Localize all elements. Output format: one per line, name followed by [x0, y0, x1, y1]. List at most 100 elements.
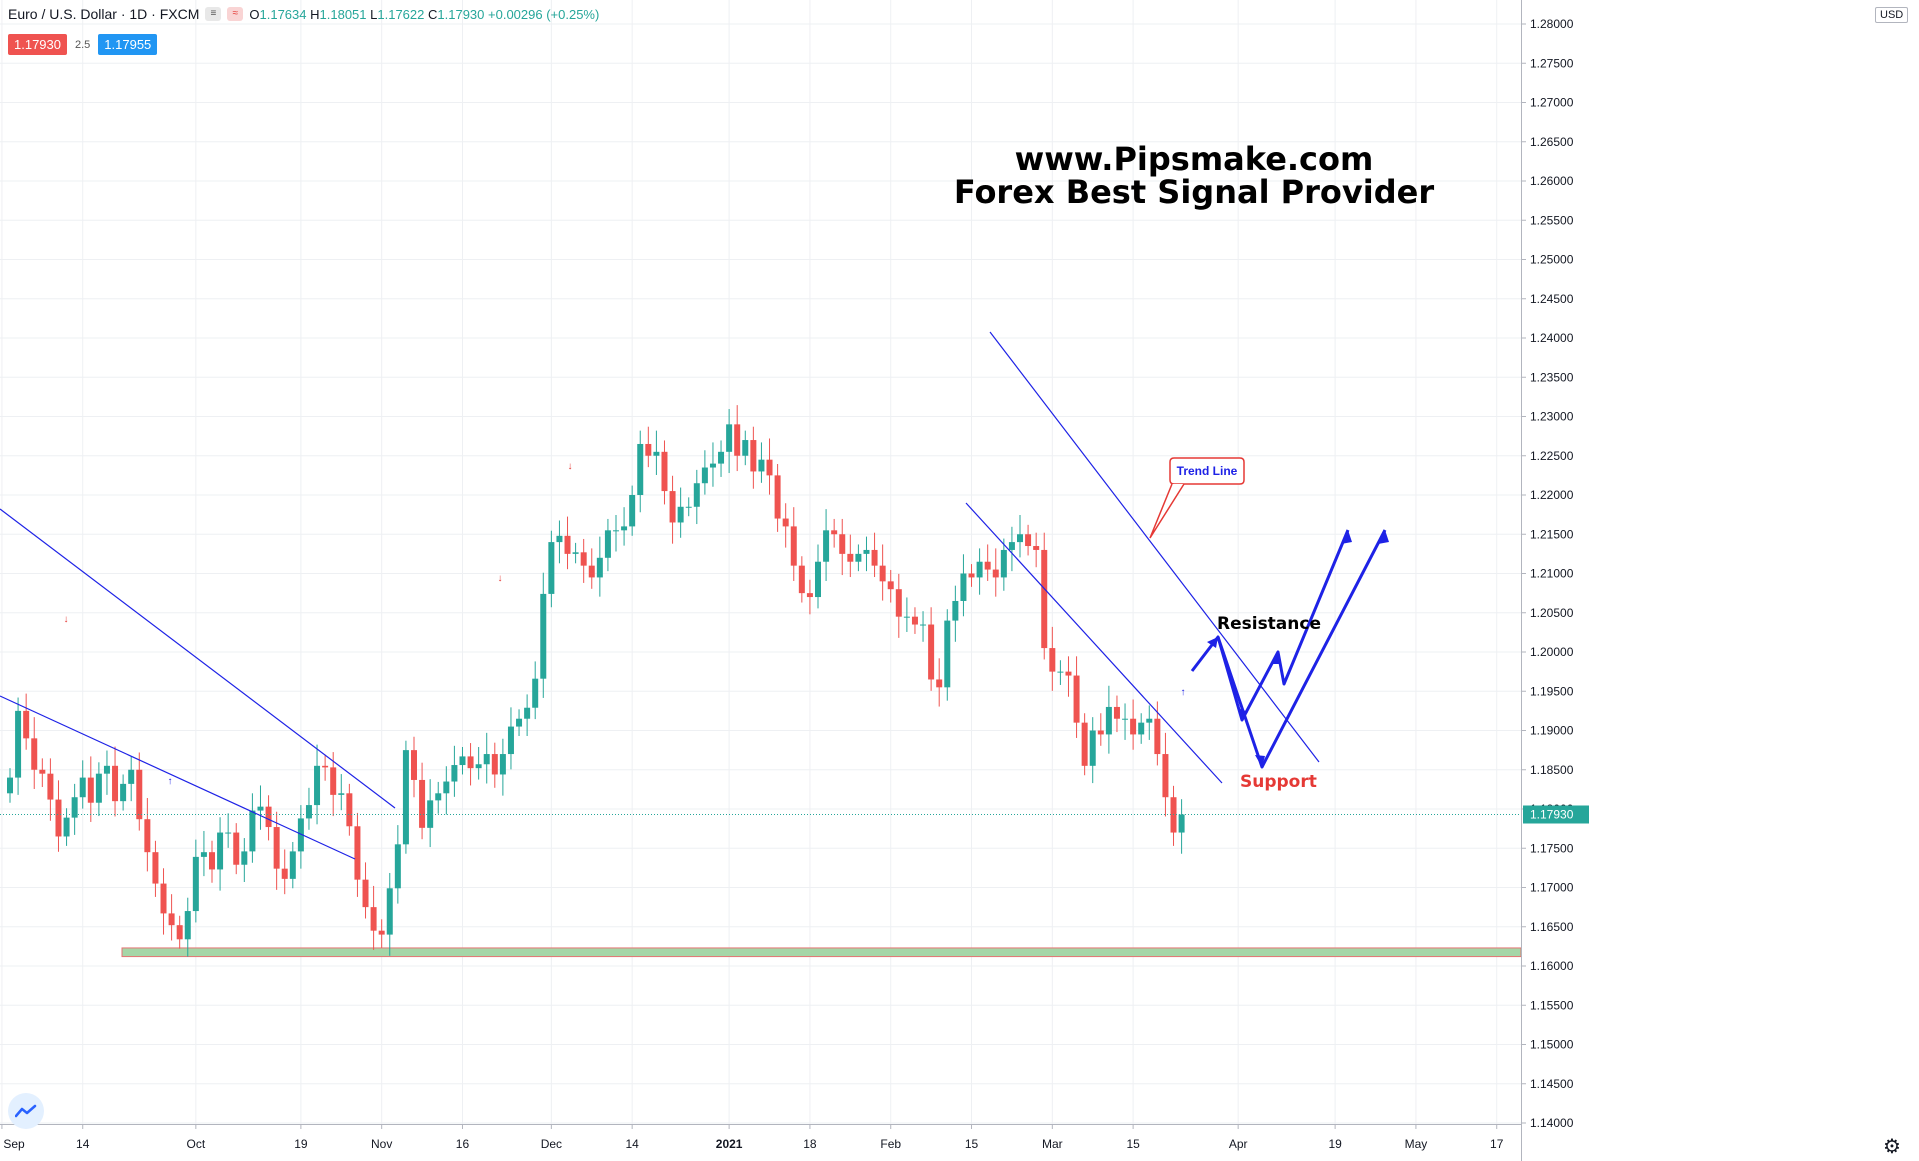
candle-body: [427, 800, 434, 828]
trade-buttons: 1.17930 2.5 1.17955: [8, 34, 158, 55]
candle-body: [394, 844, 401, 889]
price-tick-label: 1.17000: [1530, 881, 1574, 895]
candle-body: [968, 573, 975, 578]
candle-body: [467, 756, 474, 769]
price-tick-label: 1.14500: [1530, 1077, 1574, 1091]
candle-body: [782, 518, 789, 527]
candle-body: [540, 593, 547, 679]
candle-body: [613, 530, 619, 532]
candle-body: [507, 726, 514, 755]
candle-body: [944, 620, 951, 688]
candle-body: [1105, 706, 1112, 735]
tradingview-logo-icon[interactable]: [8, 1093, 44, 1129]
trend-channel-line[interactable]: [0, 508, 396, 809]
trend-channel-line[interactable]: [0, 695, 356, 860]
compare-icon[interactable]: ≈: [227, 7, 244, 21]
buy-button[interactable]: 1.17955: [98, 34, 158, 55]
time-axis[interactable]: Sep 14 Oct 19 Nov 16 Dec 14 2021 18 Feb 15 Mar 15 Apr 1…: [0, 1124, 1521, 1161]
candle-body: [192, 856, 199, 912]
candle-body: [370, 907, 377, 931]
time-tick-label: 18: [803, 1137, 817, 1151]
candle-body: [645, 443, 652, 456]
candle-body: [774, 475, 781, 519]
settings-gear-icon[interactable]: ⚙: [1883, 1136, 1901, 1158]
price-tick-label: 1.22000: [1530, 488, 1574, 502]
candle-body: [750, 440, 757, 472]
candle-body: [297, 818, 304, 852]
arrow-head-icon: [1207, 637, 1218, 648]
open-value: 1.17634: [259, 6, 307, 22]
candle-body: [629, 495, 636, 527]
candle-body: [1025, 534, 1032, 547]
candle-body: [491, 754, 498, 775]
candle-body: [564, 535, 571, 554]
candle-body: [1178, 814, 1185, 833]
candle-body: [23, 710, 30, 739]
signal-arrow-down: ↓: [64, 614, 69, 625]
candle-body: [1146, 718, 1153, 723]
time-tick-label: 15: [965, 1137, 979, 1151]
candle-body: [742, 440, 749, 456]
trend-channel-line[interactable]: [989, 331, 1320, 763]
current-price-badge: [1523, 805, 1589, 824]
price-tick-label: 1.26500: [1530, 135, 1574, 149]
candle-body: [87, 777, 94, 803]
price-tick-label: 1.16500: [1530, 920, 1574, 934]
candle-body: [1057, 671, 1064, 673]
candle-body: [411, 750, 417, 780]
symbol-title[interactable]: Euro / U.S. Dollar · 1D · FXCM: [8, 6, 200, 22]
time-tick-label: 14: [76, 1137, 90, 1151]
trend-channel-line[interactable]: [965, 502, 1223, 784]
candle-body: [677, 506, 684, 523]
candle-body: [459, 756, 466, 766]
candle-body: [47, 773, 54, 800]
candle-body: [305, 805, 312, 819]
candle-body: [55, 799, 62, 837]
time-tick-label: 14: [625, 1137, 639, 1151]
collapse-icon[interactable]: ≡: [205, 7, 222, 21]
currency-label[interactable]: USD: [1875, 7, 1909, 23]
candle-body: [661, 451, 668, 492]
candle-body: [669, 491, 676, 523]
candle-body: [855, 553, 862, 562]
candle-body: [798, 565, 805, 594]
candle-body: [588, 565, 595, 578]
candle-body: [580, 552, 587, 566]
candle-body: [709, 463, 716, 468]
arrow-head-icon: [1238, 708, 1248, 720]
candle-body: [144, 819, 151, 853]
candle-body: [693, 483, 700, 507]
candle-body: [887, 581, 894, 590]
candle-body: [7, 777, 13, 794]
candle-body: [726, 424, 733, 452]
candle-body: [952, 600, 959, 621]
candle-body: [386, 888, 393, 935]
price-tick-label: 1.27000: [1530, 96, 1574, 110]
grid: [0, 0, 1521, 1124]
trend-line-callout[interactable]: [1169, 457, 1245, 485]
candle-body: [871, 549, 878, 566]
candle-body: [79, 777, 86, 798]
support-rectangle: [121, 947, 1522, 958]
watermark-line1: www.Pipsmake.com: [1014, 140, 1374, 178]
time-tick-label: 16: [456, 1137, 470, 1151]
candle-body: [596, 557, 603, 578]
price-tick-label: 1.28000: [1530, 17, 1574, 31]
candle-body: [475, 764, 482, 769]
price-axis[interactable]: 1.28000 1.27500 1.27000 1.26500 1.26000 1.255…: [1521, 0, 1919, 1161]
candle-body: [112, 765, 119, 802]
price-tick-label: 1.27500: [1530, 56, 1574, 70]
sell-button[interactable]: 1.17930: [8, 34, 67, 55]
arrow-head-icon: [1378, 530, 1389, 544]
candle-body: [71, 797, 78, 818]
candle-body: [1122, 718, 1129, 720]
price-tick-label: 1.20500: [1530, 606, 1574, 620]
price-tick-label: 1.23000: [1530, 410, 1574, 424]
candle-body: [1073, 675, 1080, 723]
candle-body: [1033, 546, 1040, 550]
candle-body: [863, 549, 870, 554]
candle-body: [483, 754, 490, 765]
candle-body: [936, 679, 943, 688]
candle-body: [1097, 730, 1104, 735]
